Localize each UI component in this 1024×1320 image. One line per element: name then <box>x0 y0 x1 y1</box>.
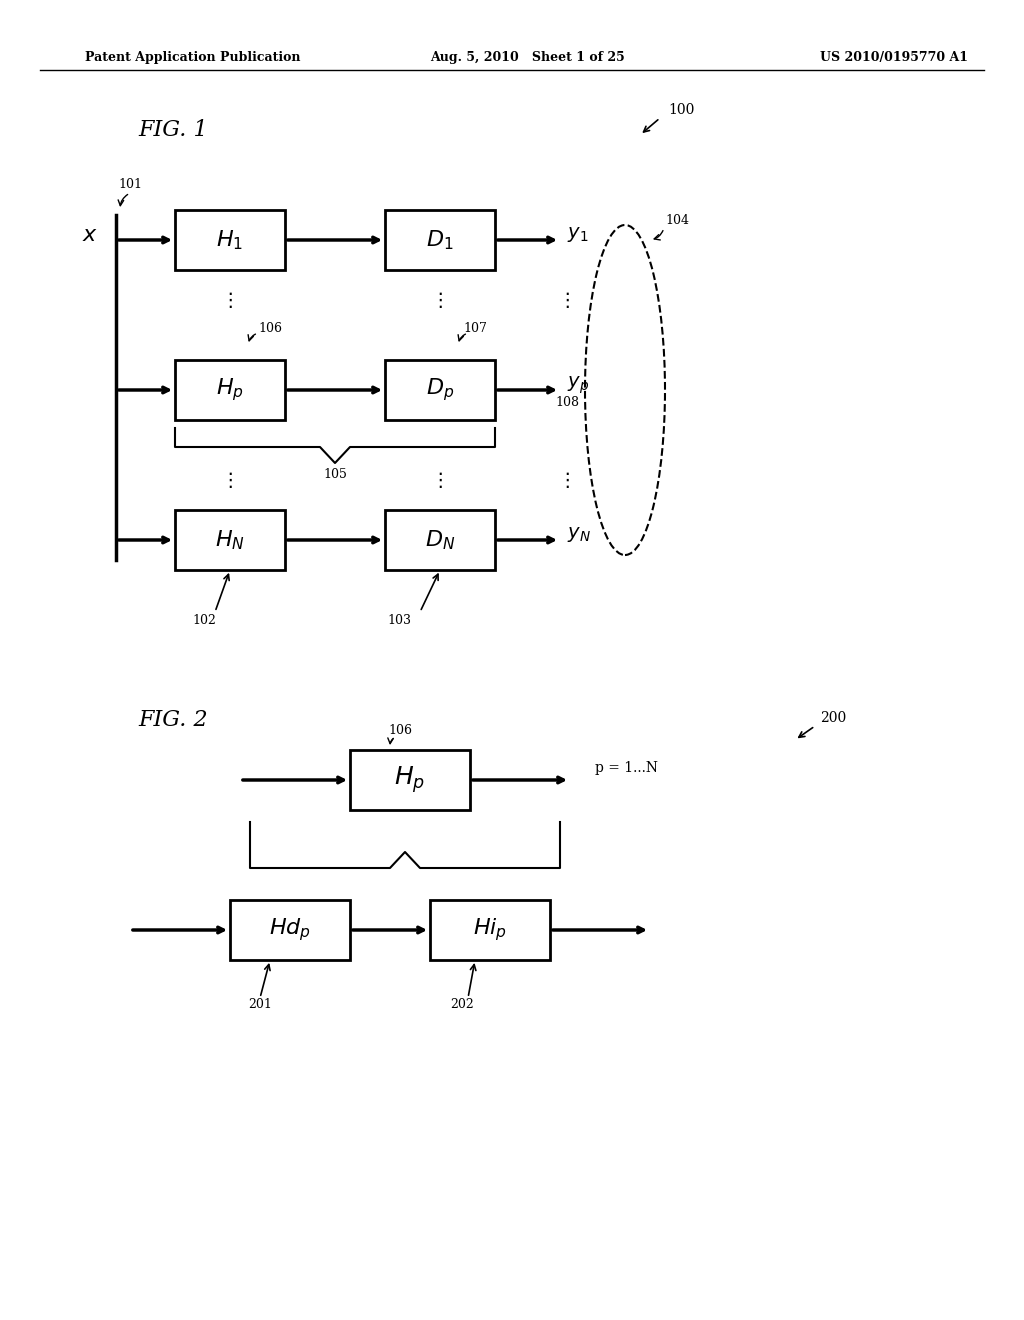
Text: $H_1$: $H_1$ <box>216 228 244 252</box>
Text: p = 1...N: p = 1...N <box>595 762 658 775</box>
Text: 202: 202 <box>450 998 474 1011</box>
Text: $Hd_p$: $Hd_p$ <box>269 916 311 944</box>
Text: ⋮: ⋮ <box>557 470 577 490</box>
Text: Aug. 5, 2010   Sheet 1 of 25: Aug. 5, 2010 Sheet 1 of 25 <box>430 51 625 65</box>
Text: ⋮: ⋮ <box>220 290 240 309</box>
Text: ⋮: ⋮ <box>106 290 126 309</box>
Text: 105: 105 <box>323 469 347 482</box>
Text: $x$: $x$ <box>82 224 98 246</box>
Text: $y_N$: $y_N$ <box>567 525 591 544</box>
FancyBboxPatch shape <box>430 900 550 960</box>
Text: $D_1$: $D_1$ <box>426 228 454 252</box>
Text: $D_N$: $D_N$ <box>425 528 455 552</box>
FancyBboxPatch shape <box>385 210 495 271</box>
Text: 200: 200 <box>820 711 846 725</box>
Text: 102: 102 <box>193 614 216 627</box>
Text: $y_p$: $y_p$ <box>567 375 589 396</box>
Text: ⋮: ⋮ <box>430 470 450 490</box>
Text: 107: 107 <box>463 322 486 334</box>
Text: 106: 106 <box>388 723 412 737</box>
FancyBboxPatch shape <box>175 360 285 420</box>
Text: ⋮: ⋮ <box>430 290 450 309</box>
FancyBboxPatch shape <box>175 210 285 271</box>
Text: 106: 106 <box>258 322 282 334</box>
Text: 103: 103 <box>387 614 411 627</box>
Text: 104: 104 <box>665 214 689 227</box>
Text: 100: 100 <box>668 103 694 117</box>
FancyBboxPatch shape <box>230 900 350 960</box>
FancyBboxPatch shape <box>350 750 470 810</box>
Text: ⋮: ⋮ <box>220 470 240 490</box>
Text: 101: 101 <box>118 178 142 191</box>
Text: ⋮: ⋮ <box>106 470 126 490</box>
Text: $H_p$: $H_p$ <box>216 376 244 404</box>
FancyBboxPatch shape <box>385 510 495 570</box>
Text: FIG. 2: FIG. 2 <box>138 709 208 731</box>
Text: $D_p$: $D_p$ <box>426 376 454 404</box>
Text: $H_N$: $H_N$ <box>215 528 245 552</box>
FancyBboxPatch shape <box>385 360 495 420</box>
Text: US 2010/0195770 A1: US 2010/0195770 A1 <box>820 51 968 65</box>
FancyBboxPatch shape <box>175 510 285 570</box>
Text: $H_p$: $H_p$ <box>394 764 426 796</box>
Text: Patent Application Publication: Patent Application Publication <box>85 51 300 65</box>
Text: 201: 201 <box>248 998 272 1011</box>
Text: $y_1$: $y_1$ <box>567 226 589 244</box>
Text: FIG. 1: FIG. 1 <box>138 119 208 141</box>
Text: ⋮: ⋮ <box>557 290 577 309</box>
Text: 108: 108 <box>555 396 579 409</box>
Text: $Hi_p$: $Hi_p$ <box>473 916 507 944</box>
